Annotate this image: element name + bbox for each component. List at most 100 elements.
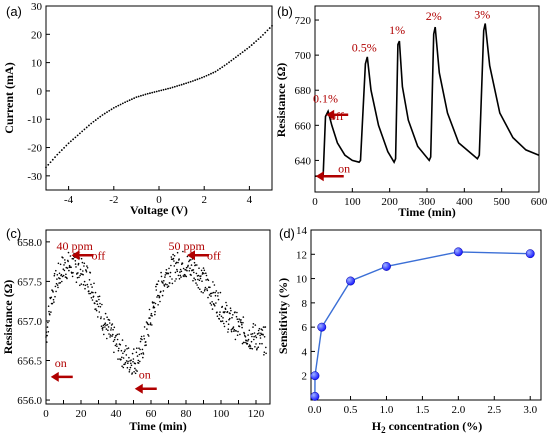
data-point [70, 266, 72, 269]
data-point [120, 358, 122, 361]
arrow-head [315, 171, 324, 182]
data-point [113, 338, 116, 341]
data-point [76, 276, 79, 279]
data-point [126, 348, 128, 350]
data-point [198, 267, 200, 269]
data-point [120, 349, 123, 352]
data-point [130, 359, 132, 361]
data-point [99, 306, 102, 308]
data-point [169, 87, 172, 89]
data-point [160, 290, 162, 293]
data-point [127, 360, 129, 363]
data-point [254, 346, 256, 348]
data-point [158, 294, 160, 297]
y-axis-title: Resistance (Ω) [275, 63, 288, 138]
data-point [246, 342, 249, 345]
data-point [128, 369, 131, 371]
data-point [217, 292, 219, 294]
data-point [56, 278, 58, 280]
y-tick-label: 660 [295, 120, 312, 132]
data-point [176, 268, 178, 271]
data-point [214, 305, 216, 307]
data-point [116, 333, 119, 336]
data-point [237, 54, 240, 57]
y-tick-label: 657.0 [17, 316, 42, 328]
data-point [262, 326, 265, 328]
data-point [133, 371, 135, 373]
data-point [178, 84, 181, 87]
data-point [242, 316, 245, 318]
data-point [245, 339, 248, 342]
data-point [254, 335, 257, 337]
data-point [188, 260, 190, 263]
x-axis-title: H2 concentration (%) [372, 419, 483, 435]
data-point [92, 120, 95, 123]
data-point [72, 258, 75, 260]
data-point [125, 354, 128, 356]
data-point [254, 324, 257, 326]
data-point [201, 273, 204, 275]
data-point [207, 296, 209, 299]
data-point [110, 327, 113, 329]
data-point [101, 303, 103, 306]
x-tick-label: 2 [201, 194, 207, 206]
x-tick-label: 1.0 [380, 404, 394, 416]
arrow-head [71, 250, 80, 261]
data-point [137, 362, 140, 364]
data-point [264, 326, 267, 328]
data-point [104, 322, 107, 324]
data-point [231, 316, 233, 319]
data-point [128, 356, 130, 359]
annotation-concentration: 2% [426, 9, 442, 23]
x-tick-label: 40 [111, 408, 123, 420]
data-point [46, 326, 49, 328]
data-point [90, 297, 93, 299]
data-point [173, 260, 175, 262]
data-point [178, 258, 180, 260]
data-point [115, 334, 117, 337]
data-point [209, 292, 212, 295]
data-point [74, 260, 77, 262]
annotation-on: on [338, 162, 350, 176]
data-point [124, 101, 126, 104]
data-point [146, 92, 149, 95]
data-point [185, 269, 187, 271]
data-point [84, 284, 87, 287]
arrow-head [326, 109, 335, 120]
data-point [147, 323, 150, 326]
data-point [239, 333, 241, 336]
annotation-on: on [55, 356, 67, 370]
data-point [200, 275, 202, 277]
data-point [151, 315, 153, 317]
annotation-off: off [92, 248, 106, 262]
data-point [192, 80, 194, 82]
data-point [179, 274, 182, 277]
data-point [234, 338, 237, 341]
data-point [203, 272, 205, 275]
y-tick-label: -10 [27, 114, 42, 126]
data-point [151, 324, 153, 326]
data-point [262, 33, 264, 36]
y-tick-label: 0 [37, 86, 43, 98]
data-point [89, 292, 92, 295]
plot-frame [45, 5, 273, 191]
data-point [198, 279, 201, 282]
data-point [75, 266, 77, 268]
data-point [67, 142, 70, 145]
data-point [77, 264, 80, 266]
data-point [111, 323, 114, 325]
data-point [126, 100, 129, 103]
data-point [162, 282, 164, 284]
data-point [46, 334, 48, 337]
data-point [88, 292, 90, 295]
data-point [218, 313, 221, 316]
data-point [251, 335, 253, 338]
data-point [250, 340, 253, 343]
data-point [66, 267, 69, 269]
data-point [236, 311, 238, 314]
data-point [248, 329, 251, 332]
data-point [116, 338, 119, 341]
data-point [74, 136, 77, 139]
data-point [61, 280, 63, 283]
data-point [58, 282, 60, 284]
